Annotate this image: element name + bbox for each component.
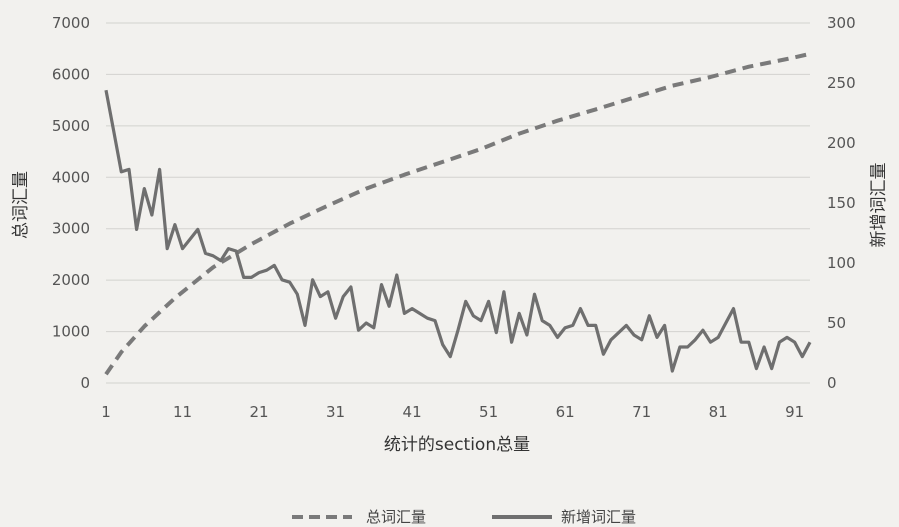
left-y-tick-label: 7000 [52,14,90,32]
left-y-tick-label: 3000 [52,220,90,238]
x-tick-label: 31 [326,403,345,421]
right-y-axis-title: 新增词汇量 [869,163,889,248]
left-y-axis-title: 总词汇量 [11,171,31,239]
x-axis-ticks: 1 11 21 31 41 51 61 71 81 91 [101,403,804,421]
left-y-axis-ticks: 0 1000 2000 3000 4000 5000 6000 7000 [52,14,90,392]
x-tick-label: 91 [785,403,804,421]
left-y-tick-label: 2000 [52,271,90,289]
right-y-tick-label: 300 [827,14,856,32]
right-y-tick-label: 50 [827,314,846,332]
legend-label-new: 新增词汇量 [561,508,636,526]
x-tick-label: 41 [403,403,422,421]
right-y-axis-ticks: 0 50 100 150 200 250 300 [827,14,856,392]
series-layer [104,51,812,376]
right-y-tick-label: 0 [827,374,837,392]
x-tick-label: 61 [556,403,575,421]
x-tick-label: 1 [101,403,111,421]
x-axis-title: 统计的section总量 [384,435,530,455]
left-y-tick-label: 5000 [52,117,90,135]
left-y-tick-label: 0 [80,374,90,392]
x-tick-label: 11 [173,403,192,421]
x-tick-label: 51 [479,403,498,421]
legend: 总词汇量 新增词汇量 [292,508,636,526]
left-y-tick-label: 1000 [52,323,90,341]
x-tick-label: 21 [249,403,268,421]
left-y-tick-label: 4000 [52,168,90,186]
series-line-new [104,89,812,373]
left-y-tick-label: 6000 [52,65,90,83]
x-tick-label: 71 [632,403,651,421]
right-y-tick-label: 250 [827,74,856,92]
right-y-tick-label: 200 [827,134,856,152]
x-tick-label: 81 [709,403,728,421]
legend-label-total: 总词汇量 [366,508,426,526]
gridlines [106,22,810,384]
right-y-tick-label: 100 [827,254,856,272]
right-y-tick-label: 150 [827,194,856,212]
series-line-total [104,51,811,376]
